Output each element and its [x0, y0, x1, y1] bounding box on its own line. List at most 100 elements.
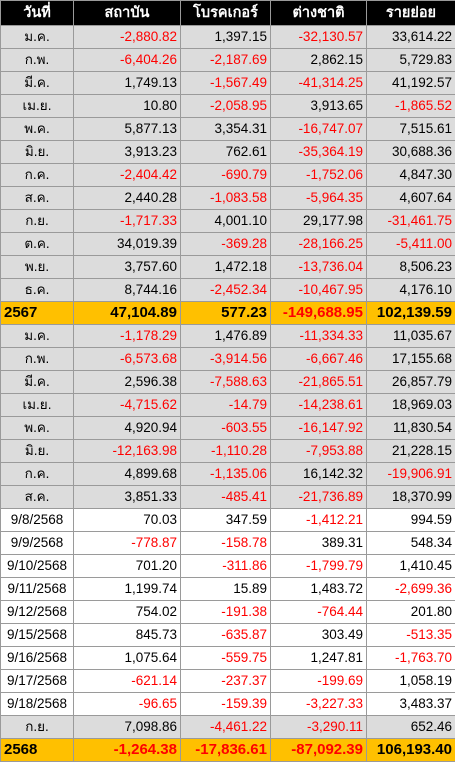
- foreign-value: -35,364.19: [271, 141, 367, 164]
- row-label: พ.ย.: [1, 256, 74, 279]
- institution-value: -2,404.42: [74, 164, 181, 187]
- foreign-value: -21,736.89: [271, 486, 367, 509]
- institution-value: 845.73: [74, 624, 181, 647]
- foreign-value: -3,290.11: [271, 716, 367, 739]
- retail-value: 994.59: [367, 509, 455, 532]
- row-label: ก.ย.: [1, 716, 74, 739]
- row-label: มิ.ย.: [1, 141, 74, 164]
- row-label: ธ.ค.: [1, 279, 74, 302]
- row-label: 9/9/2568: [1, 532, 74, 555]
- broker-value: -17,836.61: [181, 739, 271, 762]
- retail-value: 18,969.03: [367, 394, 455, 417]
- institution-value: 3,851.33: [74, 486, 181, 509]
- retail-value: 8,506.23: [367, 256, 455, 279]
- broker-value: -603.55: [181, 417, 271, 440]
- institution-value: 701.20: [74, 555, 181, 578]
- row-label: ก.ค.: [1, 164, 74, 187]
- retail-value: 5,729.83: [367, 49, 455, 72]
- institution-value: 10.80: [74, 95, 181, 118]
- row-label: พ.ค.: [1, 118, 74, 141]
- broker-value: -559.75: [181, 647, 271, 670]
- broker-value: -191.38: [181, 601, 271, 624]
- broker-value: -311.86: [181, 555, 271, 578]
- institution-value: -1,717.33: [74, 210, 181, 233]
- retail-value: 11,830.54: [367, 417, 455, 440]
- row-label: ม.ค.: [1, 26, 74, 49]
- broker-value: -1,110.28: [181, 440, 271, 463]
- row-label: มี.ค.: [1, 371, 74, 394]
- broker-value: 762.61: [181, 141, 271, 164]
- foreign-value: 303.49: [271, 624, 367, 647]
- row-label: ม.ค.: [1, 325, 74, 348]
- institution-value: 70.03: [74, 509, 181, 532]
- retail-value: 4,607.64: [367, 187, 455, 210]
- retail-value: -1,763.70: [367, 647, 455, 670]
- broker-value: -1,083.58: [181, 187, 271, 210]
- institution-value: -621.14: [74, 670, 181, 693]
- row-label: เม.ย.: [1, 394, 74, 417]
- institution-value: -96.65: [74, 693, 181, 716]
- institution-value: -4,715.62: [74, 394, 181, 417]
- row-label: มิ.ย.: [1, 440, 74, 463]
- institution-value: -12,163.98: [74, 440, 181, 463]
- row-label: ส.ค.: [1, 486, 74, 509]
- broker-value: -485.41: [181, 486, 271, 509]
- foreign-value: 1,247.81: [271, 647, 367, 670]
- foreign-value: -16,747.07: [271, 118, 367, 141]
- institution-value: -2,880.82: [74, 26, 181, 49]
- foreign-value: -11,334.33: [271, 325, 367, 348]
- institution-value: 3,757.60: [74, 256, 181, 279]
- foreign-value: -1,412.21: [271, 509, 367, 532]
- foreign-value: 2,862.15: [271, 49, 367, 72]
- row-label: 2567: [1, 302, 74, 325]
- retail-value: 1,058.19: [367, 670, 455, 693]
- foreign-value: 16,142.32: [271, 463, 367, 486]
- row-label: 9/15/2568: [1, 624, 74, 647]
- broker-value: -369.28: [181, 233, 271, 256]
- row-label: ต.ค.: [1, 233, 74, 256]
- broker-value: 1,397.15: [181, 26, 271, 49]
- retail-value: -513.35: [367, 624, 455, 647]
- foreign-value: -5,964.35: [271, 187, 367, 210]
- row-label: ส.ค.: [1, 187, 74, 210]
- foreign-value: -3,227.33: [271, 693, 367, 716]
- retail-value: 3,483.37: [367, 693, 455, 716]
- retail-value: 33,614.22: [367, 26, 455, 49]
- institution-value: 1,749.13: [74, 72, 181, 95]
- institution-value: 47,104.89: [74, 302, 181, 325]
- broker-value: -7,588.63: [181, 371, 271, 394]
- retail-value: -19,906.91: [367, 463, 455, 486]
- institution-value: 1,075.64: [74, 647, 181, 670]
- retail-value: 26,857.79: [367, 371, 455, 394]
- row-label: พ.ค.: [1, 417, 74, 440]
- row-label: 9/8/2568: [1, 509, 74, 532]
- broker-value: -3,914.56: [181, 348, 271, 371]
- broker-value: -14.79: [181, 394, 271, 417]
- header-broker: โบรคเกอร์: [181, 1, 271, 26]
- table-row: ต.ค.34,019.39-369.28-28,166.25-5,411.00: [1, 233, 455, 256]
- table-header: วันที่ สถาบัน โบรคเกอร์ ต่างชาติ รายย่อย: [1, 1, 455, 26]
- foreign-value: 389.31: [271, 532, 367, 555]
- retail-value: 548.34: [367, 532, 455, 555]
- institution-value: 2,596.38: [74, 371, 181, 394]
- retail-value: 18,370.99: [367, 486, 455, 509]
- foreign-value: -149,688.95: [271, 302, 367, 325]
- retail-value: 4,847.30: [367, 164, 455, 187]
- retail-value: -2,699.36: [367, 578, 455, 601]
